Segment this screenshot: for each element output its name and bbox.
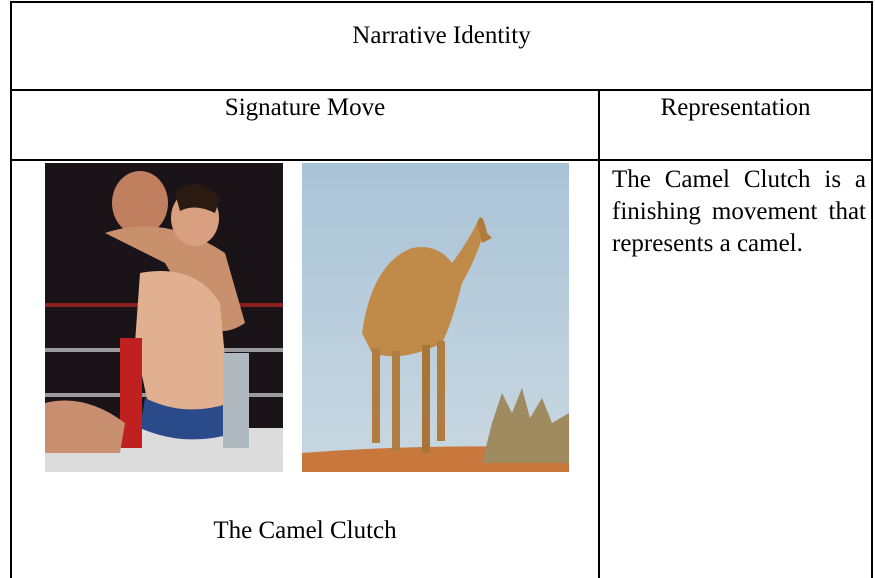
camel-photo bbox=[302, 163, 569, 472]
border-column bbox=[598, 89, 600, 578]
column-header: Representation bbox=[660, 94, 811, 121]
column-header: Signature Move bbox=[224, 94, 386, 121]
wrestler-photo bbox=[45, 163, 283, 472]
table-title: Narrative Identity bbox=[352, 22, 531, 49]
border-top bbox=[10, 1, 873, 3]
representation-text: The Camel Clutch is a finishing movement… bbox=[612, 166, 866, 257]
border-right bbox=[871, 1, 873, 578]
border-left bbox=[10, 1, 12, 578]
border-row-1 bbox=[10, 89, 873, 91]
move-name: The Camel Clutch bbox=[213, 517, 397, 544]
border-row-2 bbox=[10, 159, 873, 161]
